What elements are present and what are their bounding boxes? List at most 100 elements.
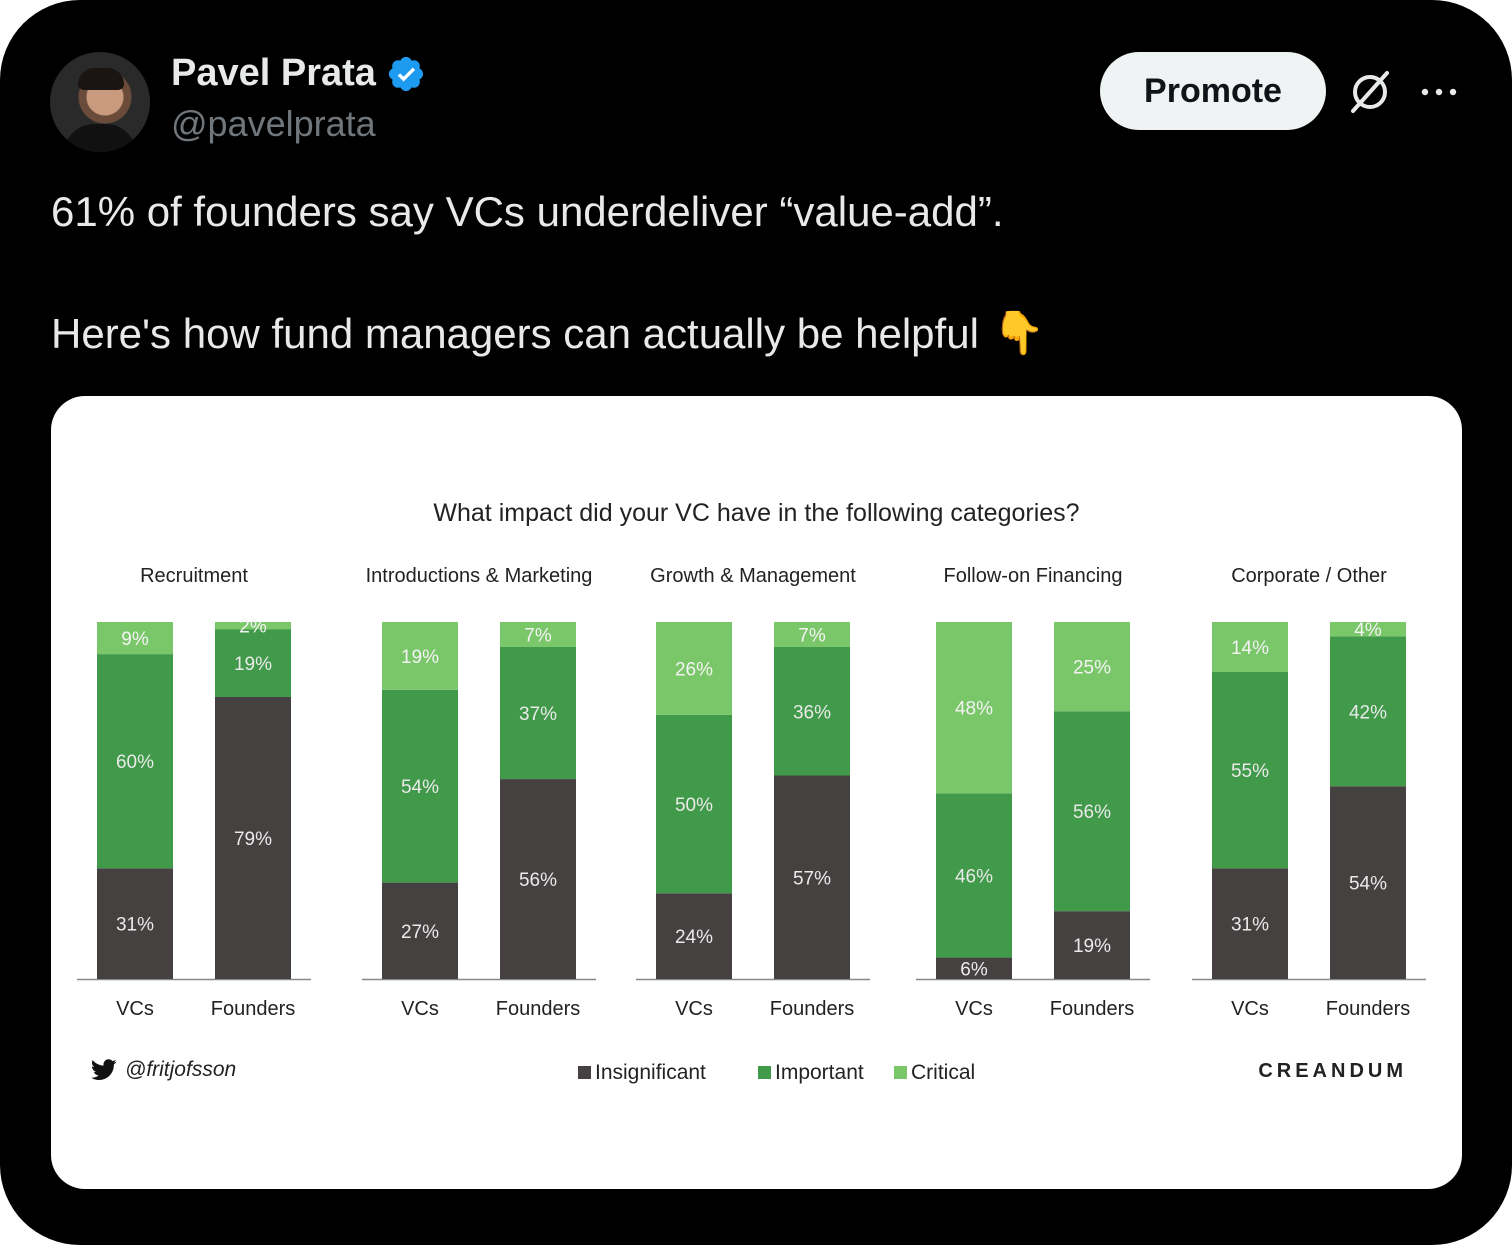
data-label: 24% <box>675 927 713 948</box>
bar-segment-insignificant <box>774 775 850 979</box>
author-name-text[interactable]: Pavel Prata <box>171 52 376 94</box>
legend-label: Important <box>775 1061 864 1084</box>
bar-segment-important <box>382 689 458 883</box>
category-label: Founders <box>1326 998 1411 1020</box>
data-label: 19% <box>1073 936 1111 957</box>
category-label: VCs <box>955 998 993 1020</box>
data-label: 19% <box>401 647 439 668</box>
data-label: 55% <box>1231 761 1269 782</box>
bar-segment-critical <box>1054 622 1130 712</box>
category-label: Founders <box>770 998 855 1020</box>
data-label: 60% <box>116 752 154 773</box>
author-handle[interactable]: @pavelprata <box>171 103 376 144</box>
category-label: VCs <box>401 998 439 1020</box>
data-label: 2% <box>239 617 267 638</box>
data-label: 4% <box>1354 620 1382 641</box>
bar-segment-critical <box>774 622 850 647</box>
data-label: 56% <box>519 870 557 891</box>
bar-segment-insignificant <box>97 868 173 979</box>
bar-segment-important <box>656 714 732 894</box>
bar-segment-important <box>215 629 291 697</box>
group-label: Recruitment <box>140 565 248 587</box>
data-label: 36% <box>793 702 831 723</box>
bar-segment-important <box>1330 636 1406 787</box>
data-label: 37% <box>519 704 557 725</box>
bar-segment-critical <box>936 622 1012 794</box>
group-label: Growth & Management <box>650 565 856 587</box>
tweet-text-line-2-text: Here's how fund managers can actually be… <box>51 309 979 357</box>
avatar[interactable] <box>50 52 150 152</box>
data-label: 31% <box>1231 915 1269 936</box>
data-label: 56% <box>1073 802 1111 823</box>
data-label: 14% <box>1231 638 1269 659</box>
group-label: Follow-on Financing <box>944 565 1123 587</box>
stacked-bar-chart: Recruitment 31% 60% 9% VCs 79% 19% 2% Founders In… <box>77 565 1426 1084</box>
data-label: 79% <box>234 829 272 850</box>
tweet-text-line-1: 61% of founders say VCs underdeliver “va… <box>51 188 1004 235</box>
bar-segment-insignificant <box>656 893 732 979</box>
bar-segment-insignificant <box>382 882 458 979</box>
bar-segment-critical <box>97 622 173 655</box>
data-label: 48% <box>955 699 993 720</box>
data-label: 7% <box>524 625 552 646</box>
grok-icon[interactable] <box>1345 67 1395 117</box>
bar-segment-insignificant <box>1054 911 1130 979</box>
legend-swatch <box>894 1066 907 1079</box>
legend-swatch <box>758 1066 771 1079</box>
bar-segment-insignificant <box>215 696 291 979</box>
brand-logo: CREANDUM <box>1258 1060 1407 1082</box>
data-label: 50% <box>675 795 713 816</box>
data-label: 31% <box>116 915 154 936</box>
data-label: 26% <box>675 659 713 680</box>
bar-segment-important <box>500 646 576 780</box>
bar-segment-critical <box>1330 622 1406 637</box>
bar-segment-important <box>1212 671 1288 869</box>
bar-segment-critical <box>1212 622 1288 672</box>
legend-label: Insignificant <box>595 1061 706 1084</box>
promote-button[interactable]: Promote <box>1100 52 1326 130</box>
bar-segment-insignificant <box>1212 868 1288 979</box>
legend-label: Critical <box>911 1061 975 1084</box>
data-label: 27% <box>401 922 439 943</box>
more-options-icon[interactable] <box>1418 78 1460 106</box>
data-label: 25% <box>1073 658 1111 679</box>
pointing-down-emoji-icon: 👇 <box>992 309 1046 356</box>
bar-segment-critical <box>656 622 732 715</box>
data-label: 7% <box>798 625 826 646</box>
group-label: Corporate / Other <box>1231 565 1387 587</box>
category-label: Founders <box>211 998 296 1020</box>
category-label: Founders <box>1050 998 1135 1020</box>
bar-segment-critical <box>382 622 458 690</box>
legend-swatch <box>578 1066 591 1079</box>
chart-title: What impact did your VC have in the foll… <box>433 499 1080 527</box>
data-label: 19% <box>234 654 272 675</box>
bar-segment-insignificant <box>500 779 576 979</box>
data-label: 6% <box>960 959 988 980</box>
twitter-bird-icon <box>91 1059 117 1080</box>
data-label: 46% <box>955 866 993 887</box>
bar-segment-important <box>936 793 1012 958</box>
tweet-media-image[interactable]: What impact did your VC have in the foll… <box>51 396 1462 1189</box>
bar-segment-important <box>97 654 173 869</box>
bar-segment-critical <box>215 622 291 630</box>
bar-segment-important <box>1054 711 1130 912</box>
author-name[interactable]: Pavel Prata <box>171 52 426 95</box>
verified-badge-icon <box>388 56 424 91</box>
bar-segment-critical <box>500 622 576 647</box>
category-label: VCs <box>675 998 713 1020</box>
category-label: VCs <box>116 998 154 1020</box>
bar-segment-insignificant <box>936 957 1012 979</box>
category-label: VCs <box>1231 998 1269 1020</box>
group-label: Introductions & Marketing <box>366 565 593 587</box>
bar-segment-important <box>774 646 850 776</box>
source-handle: @fritjofsson <box>125 1058 237 1081</box>
data-label: 57% <box>793 868 831 889</box>
bar-segment-insignificant <box>1330 786 1406 979</box>
source-credit: @fritjofsson <box>91 1058 236 1082</box>
category-label: Founders <box>496 998 581 1020</box>
data-label: 42% <box>1349 702 1387 723</box>
tweet-text-line-2: Here's how fund managers can actually be… <box>51 309 1045 358</box>
data-label: 54% <box>1349 874 1387 895</box>
data-label: 9% <box>121 629 149 650</box>
